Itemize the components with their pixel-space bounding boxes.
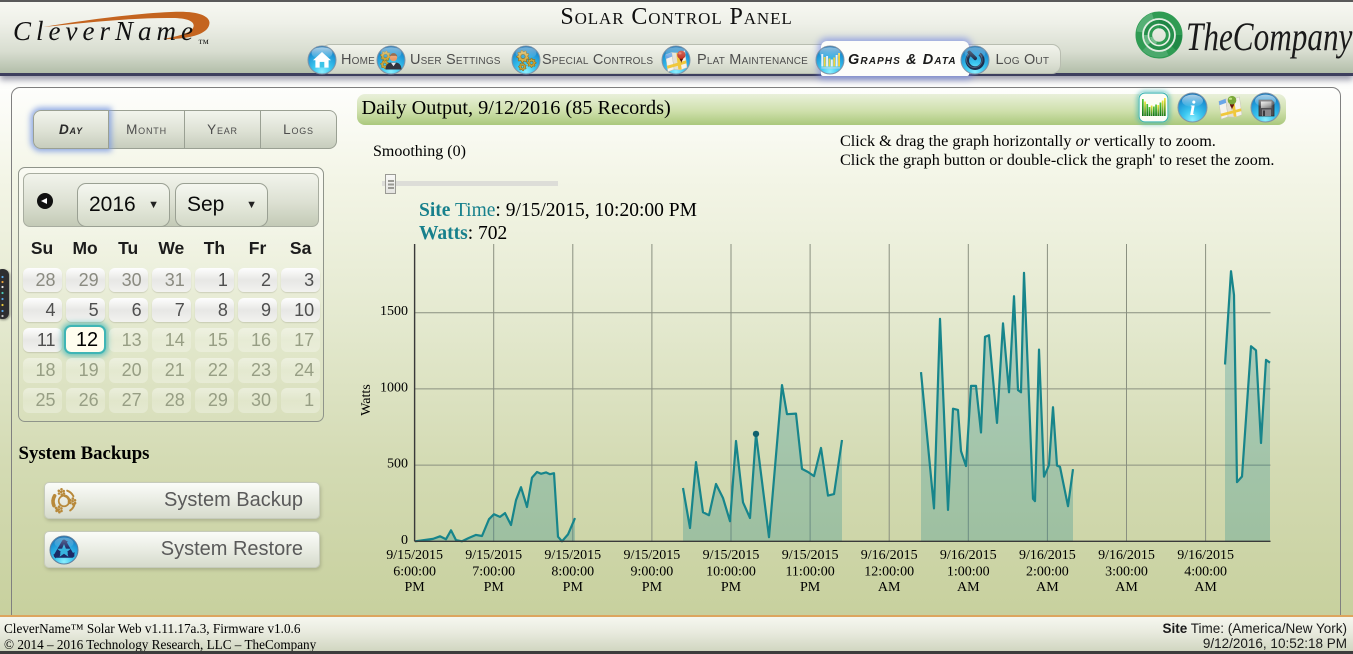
svg-text:PM: PM	[800, 580, 821, 595]
svg-text:6:00:00: 6:00:00	[393, 565, 436, 580]
svg-text:AM: AM	[1036, 580, 1059, 595]
svg-text:9:00:00: 9:00:00	[631, 565, 674, 580]
svg-text:11:00:00: 11:00:00	[785, 565, 834, 580]
svg-text:0: 0	[401, 533, 408, 548]
svg-text:AM: AM	[1115, 580, 1138, 595]
svg-text:9/16/2015: 9/16/2015	[1177, 548, 1234, 563]
svg-text:10:00:00: 10:00:00	[706, 565, 756, 580]
svg-text:9/15/2015: 9/15/2015	[465, 548, 522, 563]
svg-text:Watts: Watts	[359, 384, 374, 416]
svg-text:9/15/2015: 9/15/2015	[703, 548, 760, 563]
svg-text:i: i	[1189, 96, 1195, 120]
svg-text:9/15/2015: 9/15/2015	[782, 548, 839, 563]
svg-text:9/15/2015: 9/15/2015	[386, 548, 443, 563]
svg-text:AM: AM	[957, 580, 980, 595]
svg-text:9/16/2015: 9/16/2015	[1098, 548, 1155, 563]
svg-text:9/16/2015: 9/16/2015	[940, 548, 997, 563]
svg-text:3:00:00: 3:00:00	[1105, 565, 1148, 580]
svg-text:PM: PM	[642, 580, 663, 595]
svg-text:AM: AM	[1194, 580, 1217, 595]
svg-text:PM: PM	[563, 580, 584, 595]
svg-text:9/15/2015: 9/15/2015	[544, 548, 601, 563]
svg-text:9/15/2015: 9/15/2015	[624, 548, 681, 563]
svg-text:1500: 1500	[380, 304, 408, 319]
svg-text:7:00:00: 7:00:00	[472, 565, 515, 580]
svg-text:PM: PM	[484, 580, 505, 595]
svg-text:9/16/2015: 9/16/2015	[861, 548, 918, 563]
svg-text:9/16/2015: 9/16/2015	[1019, 548, 1076, 563]
svg-text:2:00:00: 2:00:00	[1026, 565, 1069, 580]
svg-text:12:00:00: 12:00:00	[864, 565, 914, 580]
svg-text:PM: PM	[721, 580, 742, 595]
svg-text:1:00:00: 1:00:00	[947, 565, 990, 580]
svg-text:1000: 1000	[380, 380, 408, 395]
svg-text:PM: PM	[404, 580, 425, 595]
svg-text:AM: AM	[878, 580, 901, 595]
svg-text:500: 500	[387, 457, 408, 472]
svg-text:4:00:00: 4:00:00	[1184, 565, 1227, 580]
svg-text:8:00:00: 8:00:00	[551, 565, 594, 580]
